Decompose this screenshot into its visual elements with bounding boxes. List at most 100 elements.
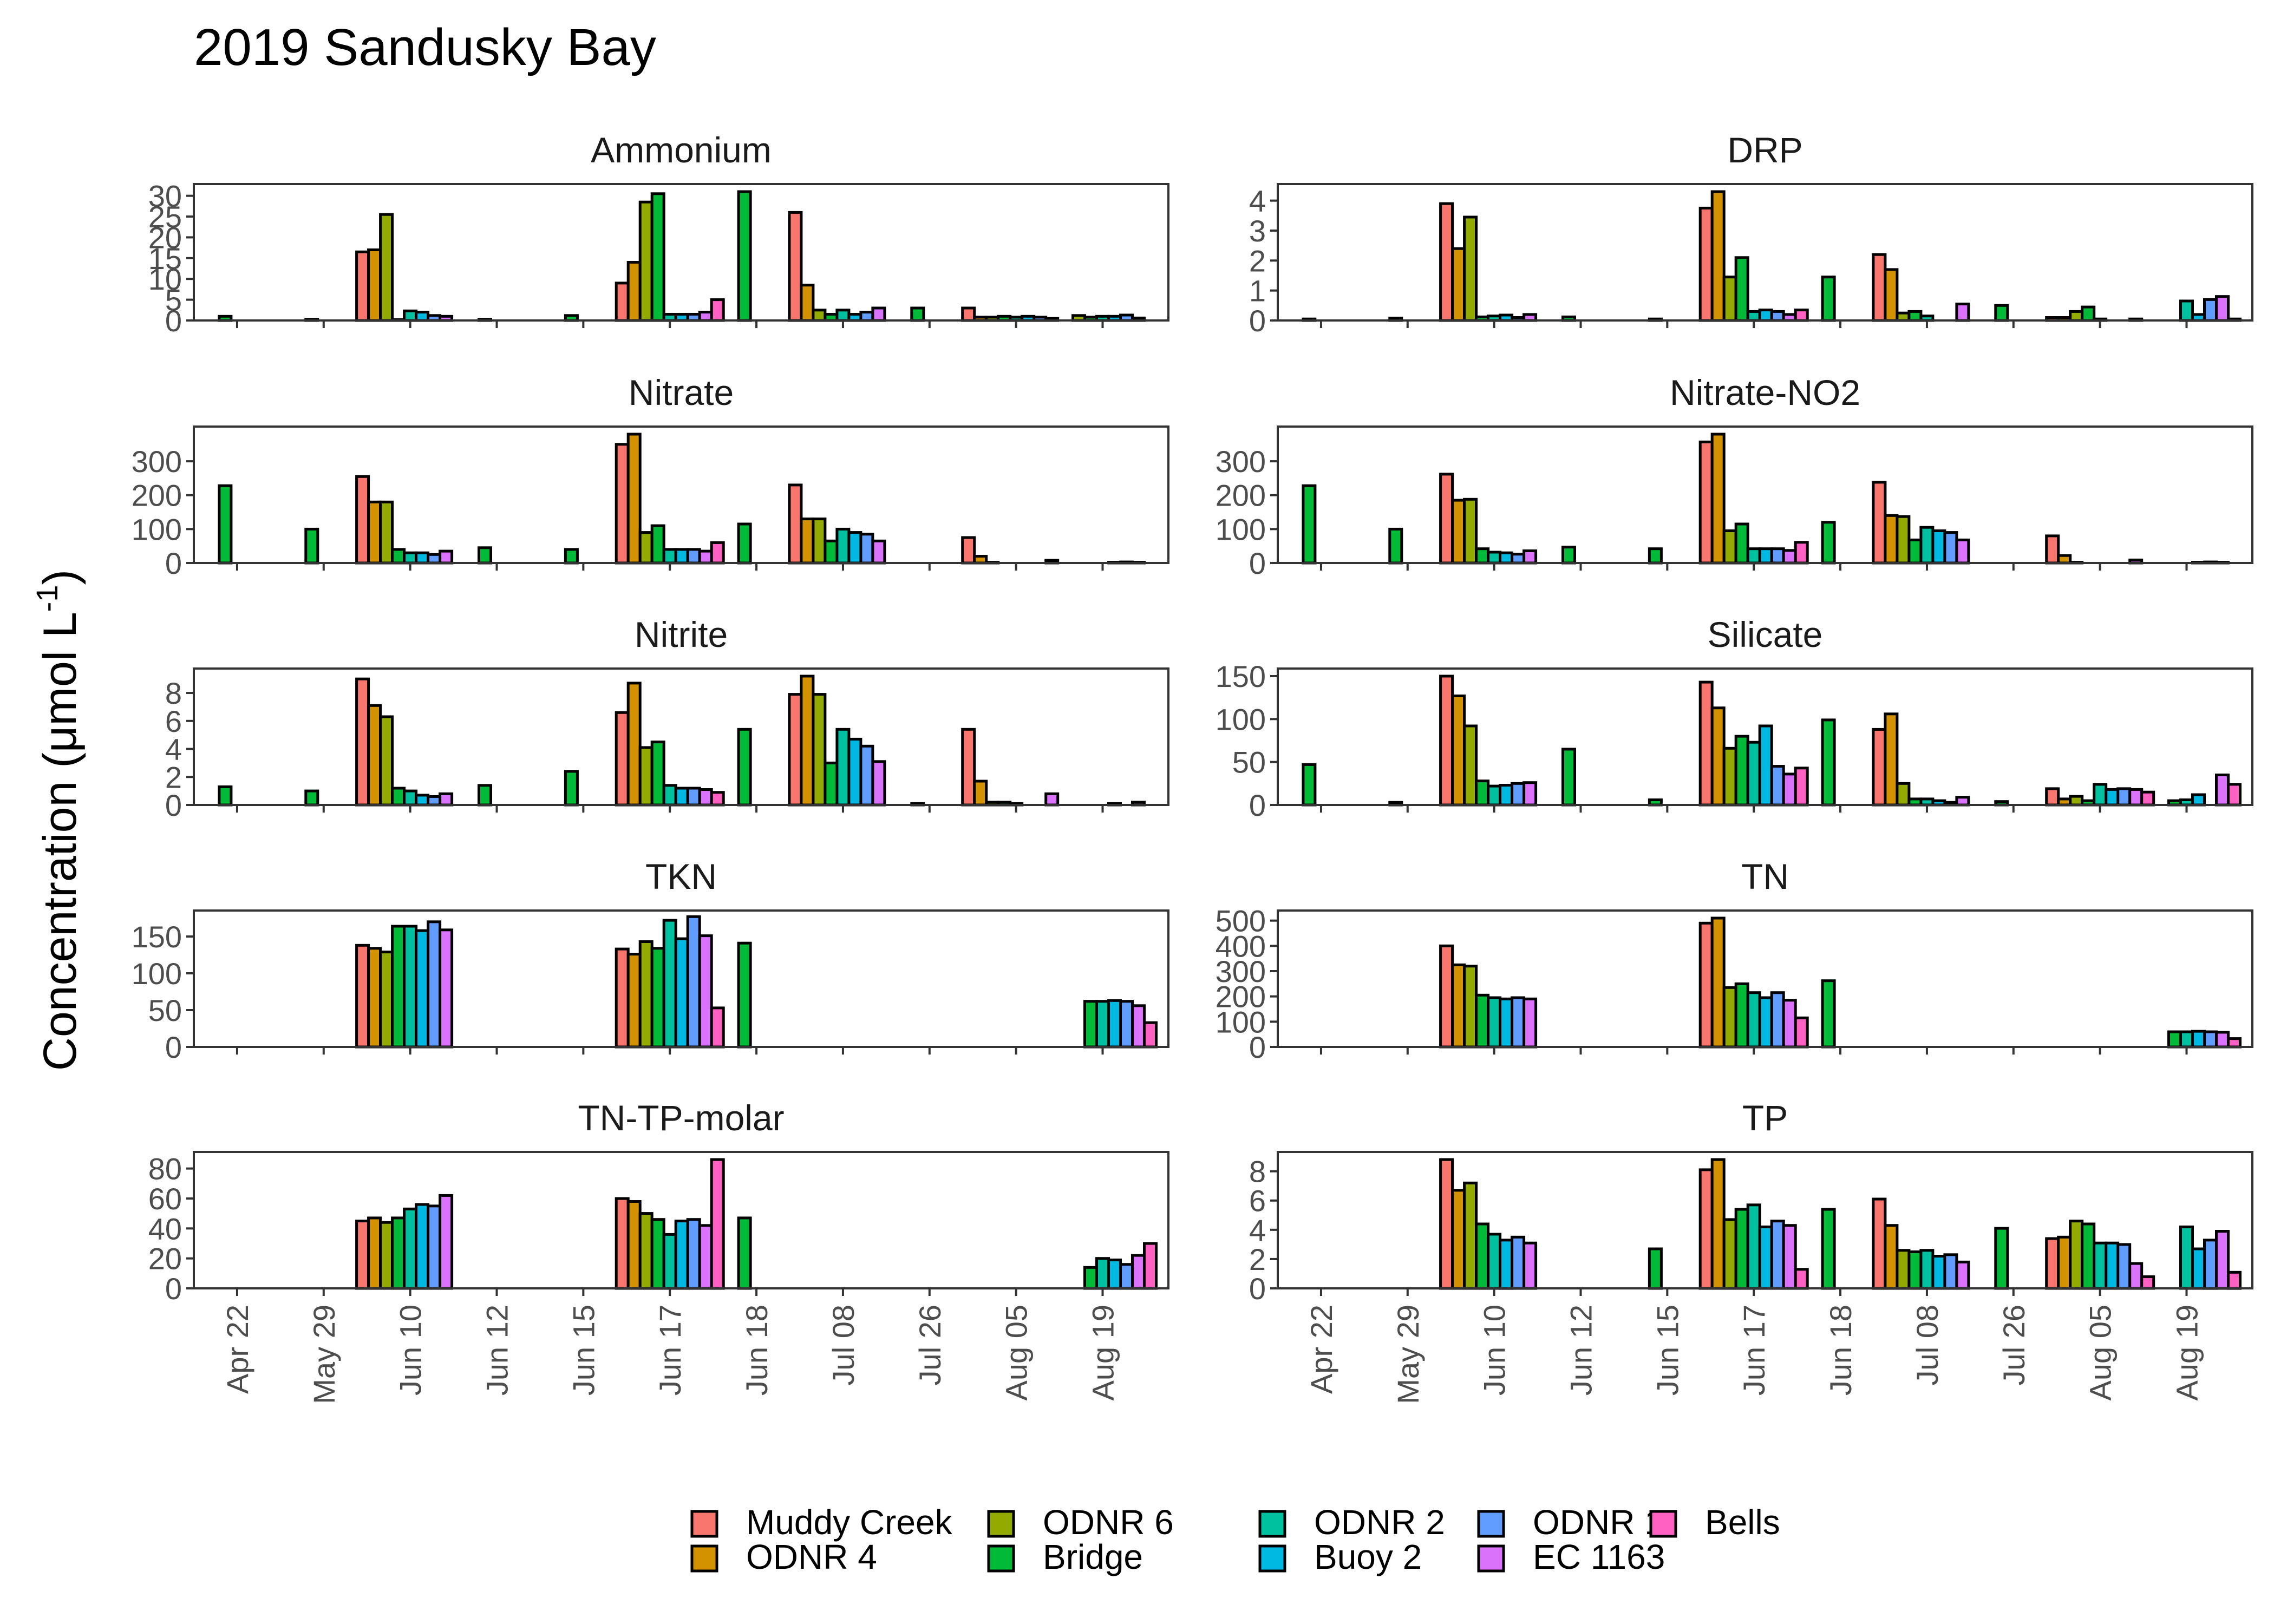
panel-border-tn-tp-molar bbox=[193, 1151, 1169, 1289]
y-tick-label-tn-0: 0 bbox=[1249, 1030, 1266, 1064]
bar-silicate-odnr-4-6 bbox=[1710, 706, 1726, 807]
bar-nitrate-no2-ec-1163-6 bbox=[1782, 549, 1797, 565]
bar-drp-odnr-4-8 bbox=[1884, 268, 1899, 322]
bar-nitrate-no2-muddy-creek-6 bbox=[1698, 440, 1714, 565]
bar-tp-buoy-2-10 bbox=[2105, 1241, 2120, 1290]
bar-tn-ec-1163-11 bbox=[2215, 1031, 2230, 1049]
bar-tp-ec-1163-3 bbox=[1522, 1241, 1538, 1290]
y-tick-label-tn-200: 200 bbox=[1216, 980, 1266, 1014]
bar-tn-tp-molar-buoy-2-11 bbox=[1107, 1258, 1122, 1290]
bar-nitrite-muddy-creek-8 bbox=[788, 693, 803, 807]
bar-tp-odnr-6-8 bbox=[1896, 1249, 1911, 1290]
y-tick-label-ammonium-25: 25 bbox=[148, 200, 182, 234]
legend-swatch-ec-1163 bbox=[1477, 1544, 1505, 1573]
legend-item-odnr-2: ODNR 2 bbox=[1258, 1503, 1445, 1542]
bar-tn-odnr-1-3 bbox=[1511, 996, 1526, 1049]
x-tick-label-tn-tp-molar-apr-22: Apr 22 bbox=[220, 1305, 254, 1394]
bar-nitrite-bridge-5 bbox=[564, 770, 579, 807]
y-tick-label-tn-tp-molar-60: 60 bbox=[148, 1182, 182, 1216]
bar-silicate-buoy-2-3 bbox=[1499, 784, 1514, 807]
bar-tkn-bridge-7 bbox=[737, 941, 752, 1049]
x-tick-label-tn-tp-molar-may-29: May 29 bbox=[307, 1305, 341, 1404]
bar-nitrate-no2-bridge-6 bbox=[1734, 522, 1749, 565]
bar-ammonium-odnr-6-3 bbox=[379, 213, 394, 322]
y-tick-label-drp-1: 1 bbox=[1249, 274, 1266, 308]
bar-tn-tp-molar-odnr-1-11 bbox=[1119, 1263, 1134, 1290]
facet-title-nitrite: Nitrite bbox=[635, 614, 728, 654]
bar-tp-bridge-7 bbox=[1821, 1208, 1836, 1290]
legend-item-buoy-2: Buoy 2 bbox=[1258, 1537, 1422, 1576]
bar-tp-muddy-creek-6 bbox=[1698, 1168, 1714, 1290]
x-tick-label-tn-tp-molar-jun-15: Jun 15 bbox=[566, 1305, 600, 1396]
bar-tn-odnr-2-3 bbox=[1487, 996, 1502, 1049]
panel-border-drp bbox=[1277, 183, 2253, 322]
x-tick-label-tn-tp-molar-jun-10: Jun 10 bbox=[394, 1305, 428, 1396]
bar-silicate-bridge-4 bbox=[1561, 748, 1576, 807]
legend-item-bridge: Bridge bbox=[987, 1537, 1143, 1576]
bar-nitrate-odnr-6-8 bbox=[812, 518, 827, 565]
bar-nitrate-odnr-4-8 bbox=[800, 518, 815, 565]
bar-nitrate-no2-odnr-1-6 bbox=[1770, 547, 1785, 565]
y-tick-label-tn-tp-molar-20: 20 bbox=[148, 1242, 182, 1276]
bar-tn-tp-molar-odnr-2-6 bbox=[662, 1233, 677, 1290]
y-tick-label-tn-tp-molar-40: 40 bbox=[148, 1212, 182, 1246]
bar-tp-odnr-6-6 bbox=[1722, 1218, 1737, 1290]
y-tick-label-tkn-0: 0 bbox=[165, 1030, 182, 1064]
bar-ammonium-odnr-4-3 bbox=[367, 248, 382, 322]
bar-tn-tp-molar-bells-11 bbox=[1143, 1242, 1158, 1290]
bar-ammonium-odnr-4-6 bbox=[626, 261, 642, 322]
bar-tkn-bells-11 bbox=[1143, 1021, 1158, 1049]
bar-nitrate-no2-bridge-4 bbox=[1561, 546, 1576, 565]
bar-tp-odnr-2-3 bbox=[1487, 1233, 1502, 1290]
panel-border-ammonium bbox=[193, 183, 1169, 322]
bar-nitrite-odnr-1-3 bbox=[427, 795, 442, 807]
panel-border-nitrite bbox=[193, 667, 1169, 806]
bar-silicate-buoy-2-11 bbox=[2191, 793, 2206, 807]
bar-tkn-ec-1163-11 bbox=[1131, 1004, 1146, 1049]
bar-drp-bridge-10 bbox=[2081, 305, 2096, 322]
bar-drp-bridge-8 bbox=[1907, 310, 1923, 322]
bar-nitrate-no2-ec-1163-8 bbox=[1955, 538, 1970, 565]
bar-nitrate-odnr-1-8 bbox=[859, 533, 874, 565]
bar-tn-tp-molar-odnr-6-3 bbox=[379, 1221, 394, 1290]
bar-nitrate-odnr-1-6 bbox=[686, 548, 701, 565]
bar-nitrite-odnr-6-6 bbox=[638, 746, 654, 807]
bar-nitrate-no2-odnr-4-10 bbox=[2057, 554, 2072, 565]
bar-nitrate-muddy-creek-3 bbox=[355, 475, 370, 565]
legend-label-odnr-4: ODNR 4 bbox=[746, 1537, 877, 1576]
bar-nitrate-no2-odnr-2-8 bbox=[1919, 526, 1935, 565]
bar-tn-tp-molar-ec-1163-11 bbox=[1131, 1254, 1146, 1290]
bar-nitrate-no2-muddy-creek-8 bbox=[1872, 481, 1887, 565]
bar-nitrate-bridge-6 bbox=[650, 524, 665, 565]
bar-nitrate-no2-muddy-creek-10 bbox=[2045, 534, 2060, 565]
bar-nitrate-no2-odnr-6-8 bbox=[1896, 515, 1911, 565]
y-tick-label-tp-0: 0 bbox=[1249, 1272, 1266, 1306]
bar-tn-odnr-2-6 bbox=[1746, 991, 1761, 1049]
bar-ammonium-muddy-creek-8 bbox=[788, 211, 803, 322]
bar-nitrite-muddy-creek-6 bbox=[615, 711, 630, 807]
bar-silicate-odnr-1-6 bbox=[1770, 765, 1785, 807]
bar-tkn-odnr-4-3 bbox=[367, 947, 382, 1049]
bars-nitrate-no2 bbox=[1302, 433, 2230, 565]
panel-border-tp bbox=[1277, 1151, 2253, 1289]
bar-tp-odnr-2-8 bbox=[1919, 1249, 1935, 1290]
bar-drp-buoy-2-6 bbox=[1758, 309, 1773, 322]
y-tick-label-tn-400: 400 bbox=[1216, 929, 1266, 963]
y-tick-label-tp-8: 8 bbox=[1249, 1155, 1266, 1189]
bar-nitrite-odnr-2-6 bbox=[662, 784, 677, 807]
bar-nitrite-ec-1163-8 bbox=[871, 760, 886, 807]
bar-tn-muddy-creek-3 bbox=[1439, 944, 1454, 1049]
bar-silicate-muddy-creek-3 bbox=[1439, 675, 1454, 807]
bar-ammonium-muddy-creek-10 bbox=[961, 306, 976, 322]
bar-silicate-odnr-6-6 bbox=[1722, 746, 1737, 807]
bar-nitrite-bridge-4 bbox=[478, 784, 492, 807]
bar-silicate-ec-1163-6 bbox=[1782, 772, 1797, 807]
bar-silicate-buoy-2-6 bbox=[1758, 724, 1773, 807]
bar-drp-ec-1163-11 bbox=[2215, 295, 2230, 322]
bar-tn-tp-molar-bridge-3 bbox=[391, 1216, 406, 1290]
bar-nitrate-ec-1163-8 bbox=[871, 539, 886, 565]
bar-nitrate-bridge-4 bbox=[478, 546, 492, 565]
bar-nitrate-no2-bridge-3 bbox=[1475, 547, 1490, 565]
